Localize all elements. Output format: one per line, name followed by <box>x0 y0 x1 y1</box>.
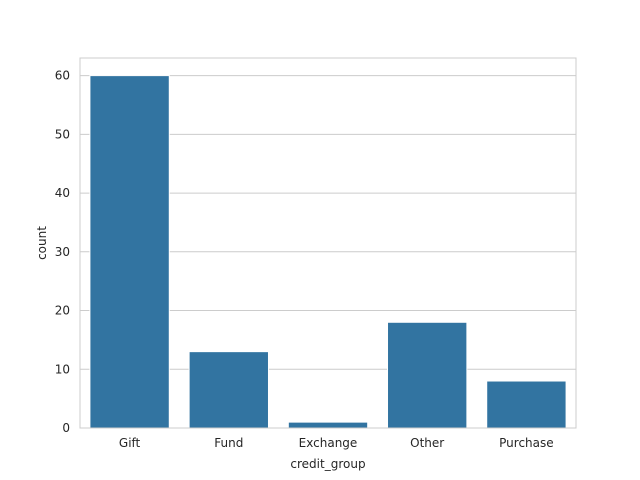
x-tick-label-gift: Gift <box>119 436 141 450</box>
x-tick-label-other: Other <box>410 436 444 450</box>
x-tick-label-fund: Fund <box>214 436 243 450</box>
y-tick-labels: 0 10 20 30 40 50 60 <box>55 69 70 435</box>
x-axis-title: credit_group <box>290 457 365 471</box>
plot-frame <box>79 57 577 429</box>
y-tick-label-2: 20 <box>55 304 70 318</box>
bar-fund <box>188 351 269 429</box>
bars <box>89 75 567 429</box>
x-tick-label-exchange: Exchange <box>299 436 358 450</box>
y-tick-label-3: 30 <box>55 245 70 259</box>
bar-gift <box>89 75 170 429</box>
bar-purchase <box>486 380 567 429</box>
y-tick-label-5: 50 <box>55 127 70 141</box>
y-tick-label-4: 40 <box>55 186 70 200</box>
bar-other <box>387 321 468 429</box>
y-tick-label-1: 10 <box>55 362 70 376</box>
y-axis-title: count <box>35 226 49 260</box>
y-tick-label-6: 60 <box>55 69 70 83</box>
bar-exchange <box>287 421 369 429</box>
x-tick-label-purchase: Purchase <box>499 436 554 450</box>
y-tick-label-0: 0 <box>62 421 70 435</box>
x-tick-labels: Gift Fund Exchange Other Purchase <box>119 436 554 450</box>
